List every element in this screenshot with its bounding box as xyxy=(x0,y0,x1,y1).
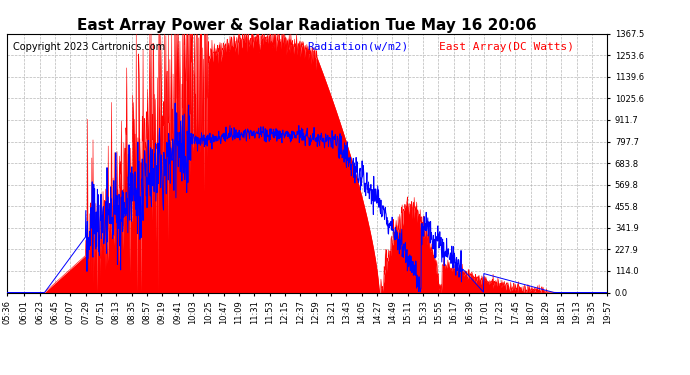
Text: Copyright 2023 Cartronics.com: Copyright 2023 Cartronics.com xyxy=(13,42,165,51)
Title: East Array Power & Solar Radiation Tue May 16 20:06: East Array Power & Solar Radiation Tue M… xyxy=(77,18,537,33)
Text: East Array(DC Watts): East Array(DC Watts) xyxy=(439,42,574,51)
Text: Radiation(w/m2): Radiation(w/m2) xyxy=(307,42,408,51)
